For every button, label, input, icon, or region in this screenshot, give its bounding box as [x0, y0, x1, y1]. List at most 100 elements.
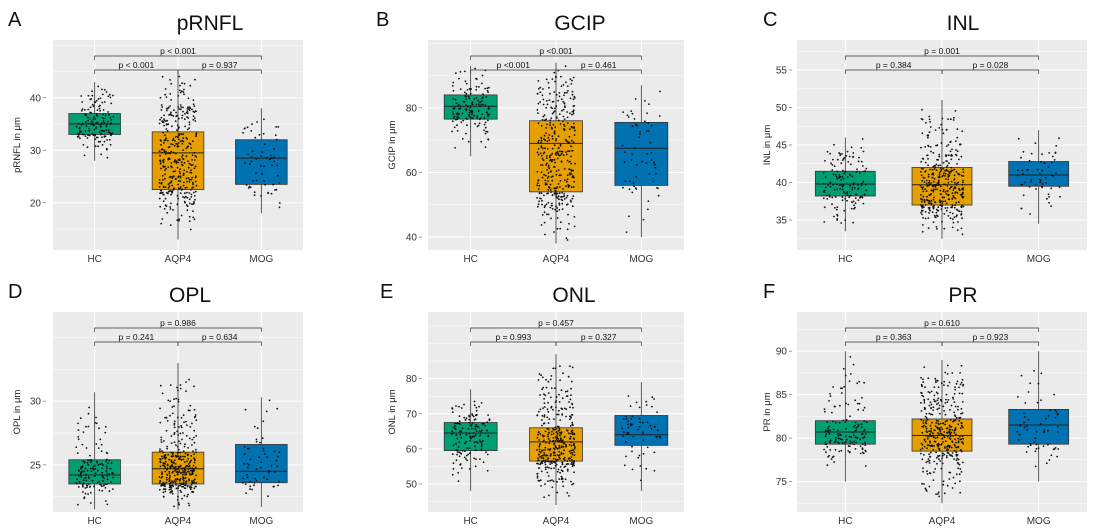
data-point	[163, 440, 165, 442]
data-point	[185, 464, 188, 467]
data-point	[561, 191, 563, 194]
data-point	[549, 154, 552, 157]
data-point	[933, 429, 935, 432]
data-point	[169, 484, 171, 487]
data-point	[470, 423, 473, 426]
data-point	[837, 434, 840, 437]
data-point	[1046, 197, 1048, 200]
data-point	[162, 142, 165, 144]
data-point	[541, 118, 544, 121]
data-point	[544, 459, 547, 462]
significance-bracket: p = 0.461	[555, 60, 642, 74]
data-point	[195, 419, 198, 422]
data-point	[960, 422, 963, 424]
data-point	[177, 448, 180, 451]
data-point	[854, 202, 857, 205]
data-point	[475, 430, 478, 433]
data-point	[82, 133, 85, 136]
panel-letter: B	[376, 9, 389, 31]
data-point	[1057, 413, 1059, 415]
data-point	[187, 177, 190, 179]
data-point	[571, 149, 574, 152]
data-point	[845, 438, 848, 441]
data-point	[925, 490, 928, 492]
data-point	[935, 214, 938, 217]
data-point	[540, 485, 542, 487]
data-point	[560, 85, 563, 87]
data-point	[475, 458, 477, 460]
data-point	[476, 425, 478, 428]
data-point	[928, 194, 931, 197]
data-point	[191, 444, 193, 446]
data-point	[1037, 447, 1040, 450]
data-point	[165, 137, 168, 140]
data-point	[101, 489, 104, 492]
data-point	[563, 198, 566, 200]
data-point	[164, 483, 166, 485]
data-point	[953, 432, 956, 434]
data-point	[563, 118, 566, 120]
data-point	[853, 207, 855, 210]
data-point	[1036, 168, 1039, 171]
data-point	[193, 461, 196, 464]
data-point	[557, 426, 560, 428]
data-point	[186, 495, 189, 498]
data-point	[193, 105, 196, 108]
significance-bracket: p = 0.986	[94, 318, 262, 332]
data-point	[556, 217, 559, 219]
data-point	[101, 93, 104, 96]
data-point	[179, 489, 182, 492]
x-tick-label: MOG	[249, 516, 273, 527]
data-point	[1042, 445, 1045, 447]
data-point	[938, 127, 941, 129]
data-point	[942, 188, 945, 191]
data-point	[835, 175, 838, 178]
data-point	[188, 437, 191, 440]
data-point	[547, 180, 549, 183]
data-point	[942, 441, 944, 443]
data-point	[260, 195, 262, 197]
data-point	[545, 203, 548, 206]
data-point	[106, 123, 108, 126]
data-point	[945, 145, 948, 148]
data-point	[558, 95, 561, 98]
bracket-line	[177, 69, 262, 74]
data-point	[925, 427, 928, 430]
data-point	[947, 384, 949, 387]
data-point	[540, 470, 543, 473]
data-point	[1020, 374, 1023, 377]
data-point	[104, 114, 107, 117]
data-point	[194, 159, 196, 161]
data-point	[465, 454, 468, 457]
data-point	[541, 414, 544, 417]
data-point	[953, 178, 955, 181]
y-tick-label: 70	[406, 409, 418, 420]
data-point	[82, 485, 84, 488]
data-point	[195, 448, 197, 451]
y-tick-label: 85	[776, 390, 788, 401]
data-point	[191, 467, 194, 470]
data-point	[637, 456, 640, 459]
data-point	[162, 451, 165, 454]
data-point	[864, 444, 867, 447]
data-point	[949, 419, 952, 421]
data-point	[170, 99, 173, 101]
data-point	[96, 481, 99, 484]
data-point	[629, 405, 632, 407]
data-point	[83, 461, 86, 464]
data-point	[487, 107, 490, 110]
data-point	[570, 394, 572, 397]
data-point	[469, 116, 471, 118]
data-point	[568, 450, 571, 453]
data-point	[189, 488, 192, 491]
data-point	[545, 157, 548, 159]
data-point	[573, 438, 575, 440]
data-point	[654, 163, 656, 166]
data-point	[455, 434, 458, 436]
data-point	[189, 485, 192, 487]
data-point	[178, 503, 181, 506]
data-point	[81, 108, 84, 111]
data-point	[186, 128, 189, 131]
data-point	[190, 455, 193, 457]
data-point	[179, 84, 181, 87]
